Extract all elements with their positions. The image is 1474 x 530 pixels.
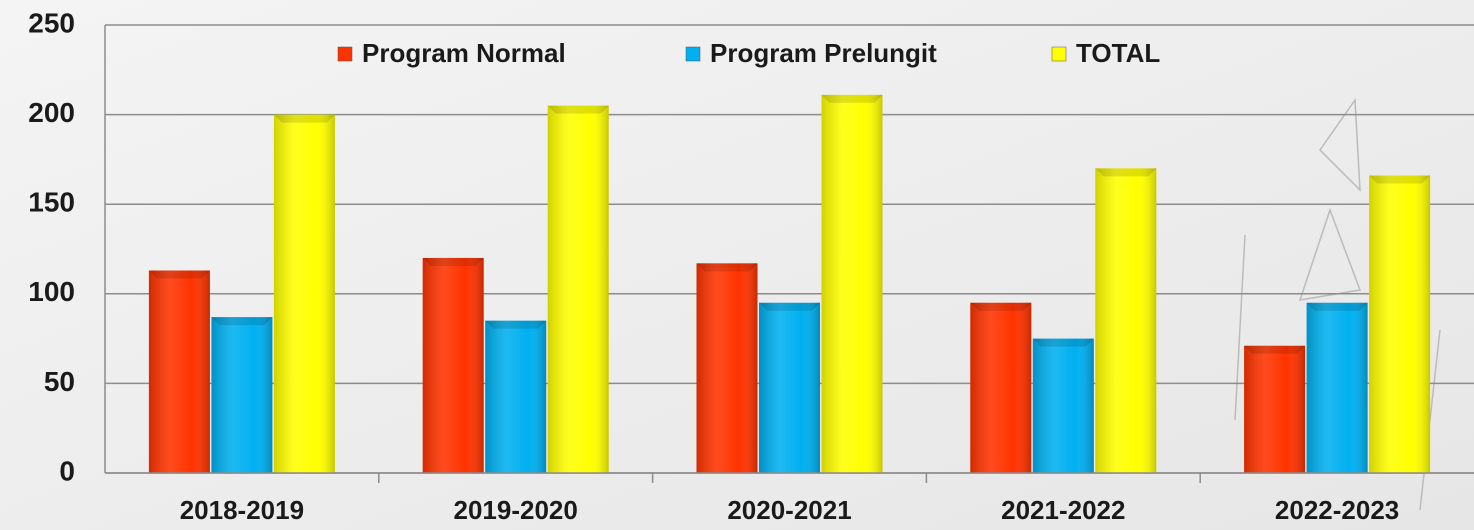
bar xyxy=(759,302,820,473)
y-tick-label: 150 xyxy=(28,187,75,218)
bar-bevel xyxy=(547,105,609,114)
y-tick-label: 50 xyxy=(44,366,75,397)
legend-swatch xyxy=(337,46,353,62)
legend-swatch xyxy=(1051,46,1067,62)
bar xyxy=(696,263,758,473)
x-tick-label: 2022-2023 xyxy=(1275,495,1399,525)
bar-bevel xyxy=(211,317,273,326)
bar xyxy=(821,94,883,473)
y-tick-label: 250 xyxy=(28,7,75,38)
bar-bevel xyxy=(970,302,1032,311)
bar-bevel xyxy=(1306,302,1368,311)
bar xyxy=(148,270,210,473)
bar xyxy=(1244,345,1306,473)
bar-bevel xyxy=(1095,168,1157,177)
legend-label: Program Prelungit xyxy=(710,38,937,68)
bar xyxy=(211,317,273,473)
bar-bevel xyxy=(759,302,820,311)
bar xyxy=(970,302,1032,473)
bar xyxy=(273,114,335,473)
bar xyxy=(547,105,609,473)
bar-bevel xyxy=(1244,345,1306,354)
y-tick-label: 200 xyxy=(28,97,75,128)
y-tick-label: 0 xyxy=(59,455,75,486)
bar xyxy=(485,320,547,473)
x-tick-label: 2018-2019 xyxy=(180,495,304,525)
bar xyxy=(1369,175,1431,473)
bar-bevel xyxy=(485,320,547,329)
legend-label: TOTAL xyxy=(1076,38,1160,68)
bar xyxy=(422,257,484,473)
bar-bevel xyxy=(422,257,484,266)
bar-bevel xyxy=(1032,338,1094,347)
x-tick-label: 2019-2020 xyxy=(454,495,578,525)
bar xyxy=(1032,338,1094,473)
legend-swatch xyxy=(685,46,701,62)
bar-bevel xyxy=(696,263,758,272)
y-tick-label: 100 xyxy=(28,276,75,307)
bar-bevel xyxy=(821,94,883,103)
bar-bevel xyxy=(1369,175,1431,184)
bar-bevel xyxy=(273,114,335,123)
bar xyxy=(1095,168,1157,474)
x-tick-label: 2021-2022 xyxy=(1001,495,1125,525)
legend-label: Program Normal xyxy=(362,38,566,68)
x-tick-label: 2020-2021 xyxy=(727,495,851,525)
bar xyxy=(1306,302,1368,473)
bar-bevel xyxy=(148,270,210,279)
